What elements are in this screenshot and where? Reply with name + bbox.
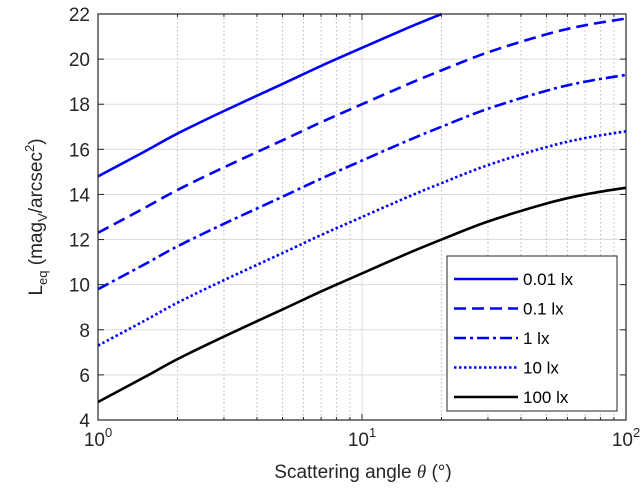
- series-line-0-1-lx: [97, 17, 627, 234]
- legend-box: [446, 255, 618, 412]
- y-tick-label: 22: [69, 5, 90, 26]
- legend-label: 10 lx: [523, 359, 559, 378]
- y-tick-label: 12: [69, 231, 90, 252]
- legend-label: 0.01 lx: [523, 270, 574, 289]
- y-tick-label: 8: [79, 321, 90, 342]
- tick-labels: 4 6 8 10 12 14 16 18 20 22 100 101 102: [69, 5, 640, 451]
- x-tick-label: 100: [84, 425, 112, 451]
- series-line-10-lx: [97, 130, 627, 347]
- x-axis-label-unit: (°): [426, 462, 452, 483]
- y-tick-label: 20: [69, 50, 90, 71]
- y-tick-label: 10: [69, 276, 90, 297]
- series-line-0-01-lx: [97, 12, 442, 178]
- y-tick-label: 4: [79, 411, 90, 432]
- legend-label: 100 lx: [523, 388, 569, 407]
- x-tick-label: 101: [348, 425, 376, 451]
- x-axis-label-prefix: Scattering angle: [274, 462, 417, 483]
- x-axis-label: Scattering angle θ (°): [274, 462, 451, 483]
- y-axis-label-main-sub: eq: [35, 271, 50, 285]
- legend: 0.01 lx 0.1 lx 1 lx 10 lx 100 lx: [446, 255, 618, 412]
- y-tick-label: 16: [69, 140, 90, 161]
- x-tick-label: 102: [612, 425, 640, 451]
- y-axis-label-open: (mag: [26, 222, 47, 271]
- series-lines: [97, 12, 627, 404]
- series-line-1-lx: [97, 73, 627, 291]
- y-tick-label: 14: [69, 185, 91, 206]
- y-axis-label-unit: /arcsec: [26, 152, 47, 213]
- y-axis-label-unit-sub: V: [35, 213, 50, 222]
- y-tick-label: 6: [79, 366, 90, 387]
- legend-label: 0.1 lx: [523, 300, 564, 319]
- y-tick-label: 18: [69, 95, 90, 116]
- legend-label: 1 lx: [523, 329, 550, 348]
- series-line-100-lx: [97, 186, 627, 404]
- y-axis-label-unit-sup: 2: [22, 145, 37, 152]
- tick-marks: [97, 13, 627, 421]
- y-axis-label-main: L: [26, 285, 47, 296]
- y-axis-label-close: ): [26, 138, 47, 144]
- y-axis-label: Leq (magV/arcsec2): [22, 138, 50, 295]
- x-axis-label-theta: θ: [417, 462, 426, 483]
